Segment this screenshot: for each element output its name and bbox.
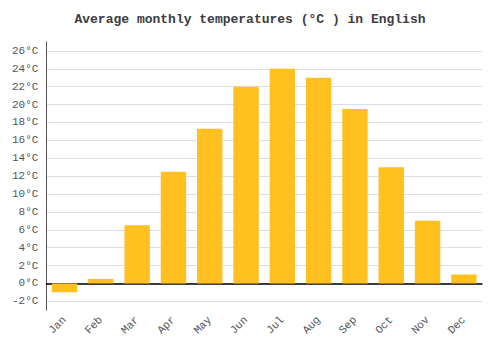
svg-text:Jan: Jan bbox=[46, 314, 68, 336]
svg-text:2°C: 2°C bbox=[19, 260, 39, 272]
svg-text:8°C: 8°C bbox=[19, 206, 39, 218]
svg-text:Jun: Jun bbox=[228, 314, 250, 336]
svg-text:26°C: 26°C bbox=[12, 45, 39, 57]
svg-text:Apr: Apr bbox=[155, 314, 177, 336]
svg-text:0°C: 0°C bbox=[19, 277, 39, 289]
svg-text:14°C: 14°C bbox=[12, 152, 39, 164]
svg-text:Aug: Aug bbox=[300, 314, 322, 336]
svg-text:4°C: 4°C bbox=[19, 242, 39, 254]
svg-text:22°C: 22°C bbox=[12, 81, 39, 93]
svg-text:Average monthly temperatures (: Average monthly temperatures (°C ) in En… bbox=[74, 12, 425, 27]
svg-text:20°C: 20°C bbox=[12, 99, 39, 111]
svg-text:6°C: 6°C bbox=[19, 224, 39, 236]
svg-text:Dec: Dec bbox=[446, 314, 468, 336]
svg-text:16°C: 16°C bbox=[12, 134, 39, 146]
svg-text:18°C: 18°C bbox=[12, 116, 39, 128]
svg-text:12°C: 12°C bbox=[12, 170, 39, 182]
svg-text:Mar: Mar bbox=[119, 314, 141, 336]
svg-text:10°C: 10°C bbox=[12, 188, 39, 200]
svg-text:Feb: Feb bbox=[83, 314, 105, 336]
svg-text:24°C: 24°C bbox=[12, 63, 39, 75]
svg-text:Oct: Oct bbox=[373, 314, 395, 336]
svg-text:-2°C: -2°C bbox=[12, 295, 39, 307]
svg-text:Nov: Nov bbox=[409, 314, 432, 337]
svg-text:Jul: Jul bbox=[264, 314, 286, 336]
svg-text:Sep: Sep bbox=[337, 314, 359, 336]
svg-text:May: May bbox=[192, 314, 215, 337]
